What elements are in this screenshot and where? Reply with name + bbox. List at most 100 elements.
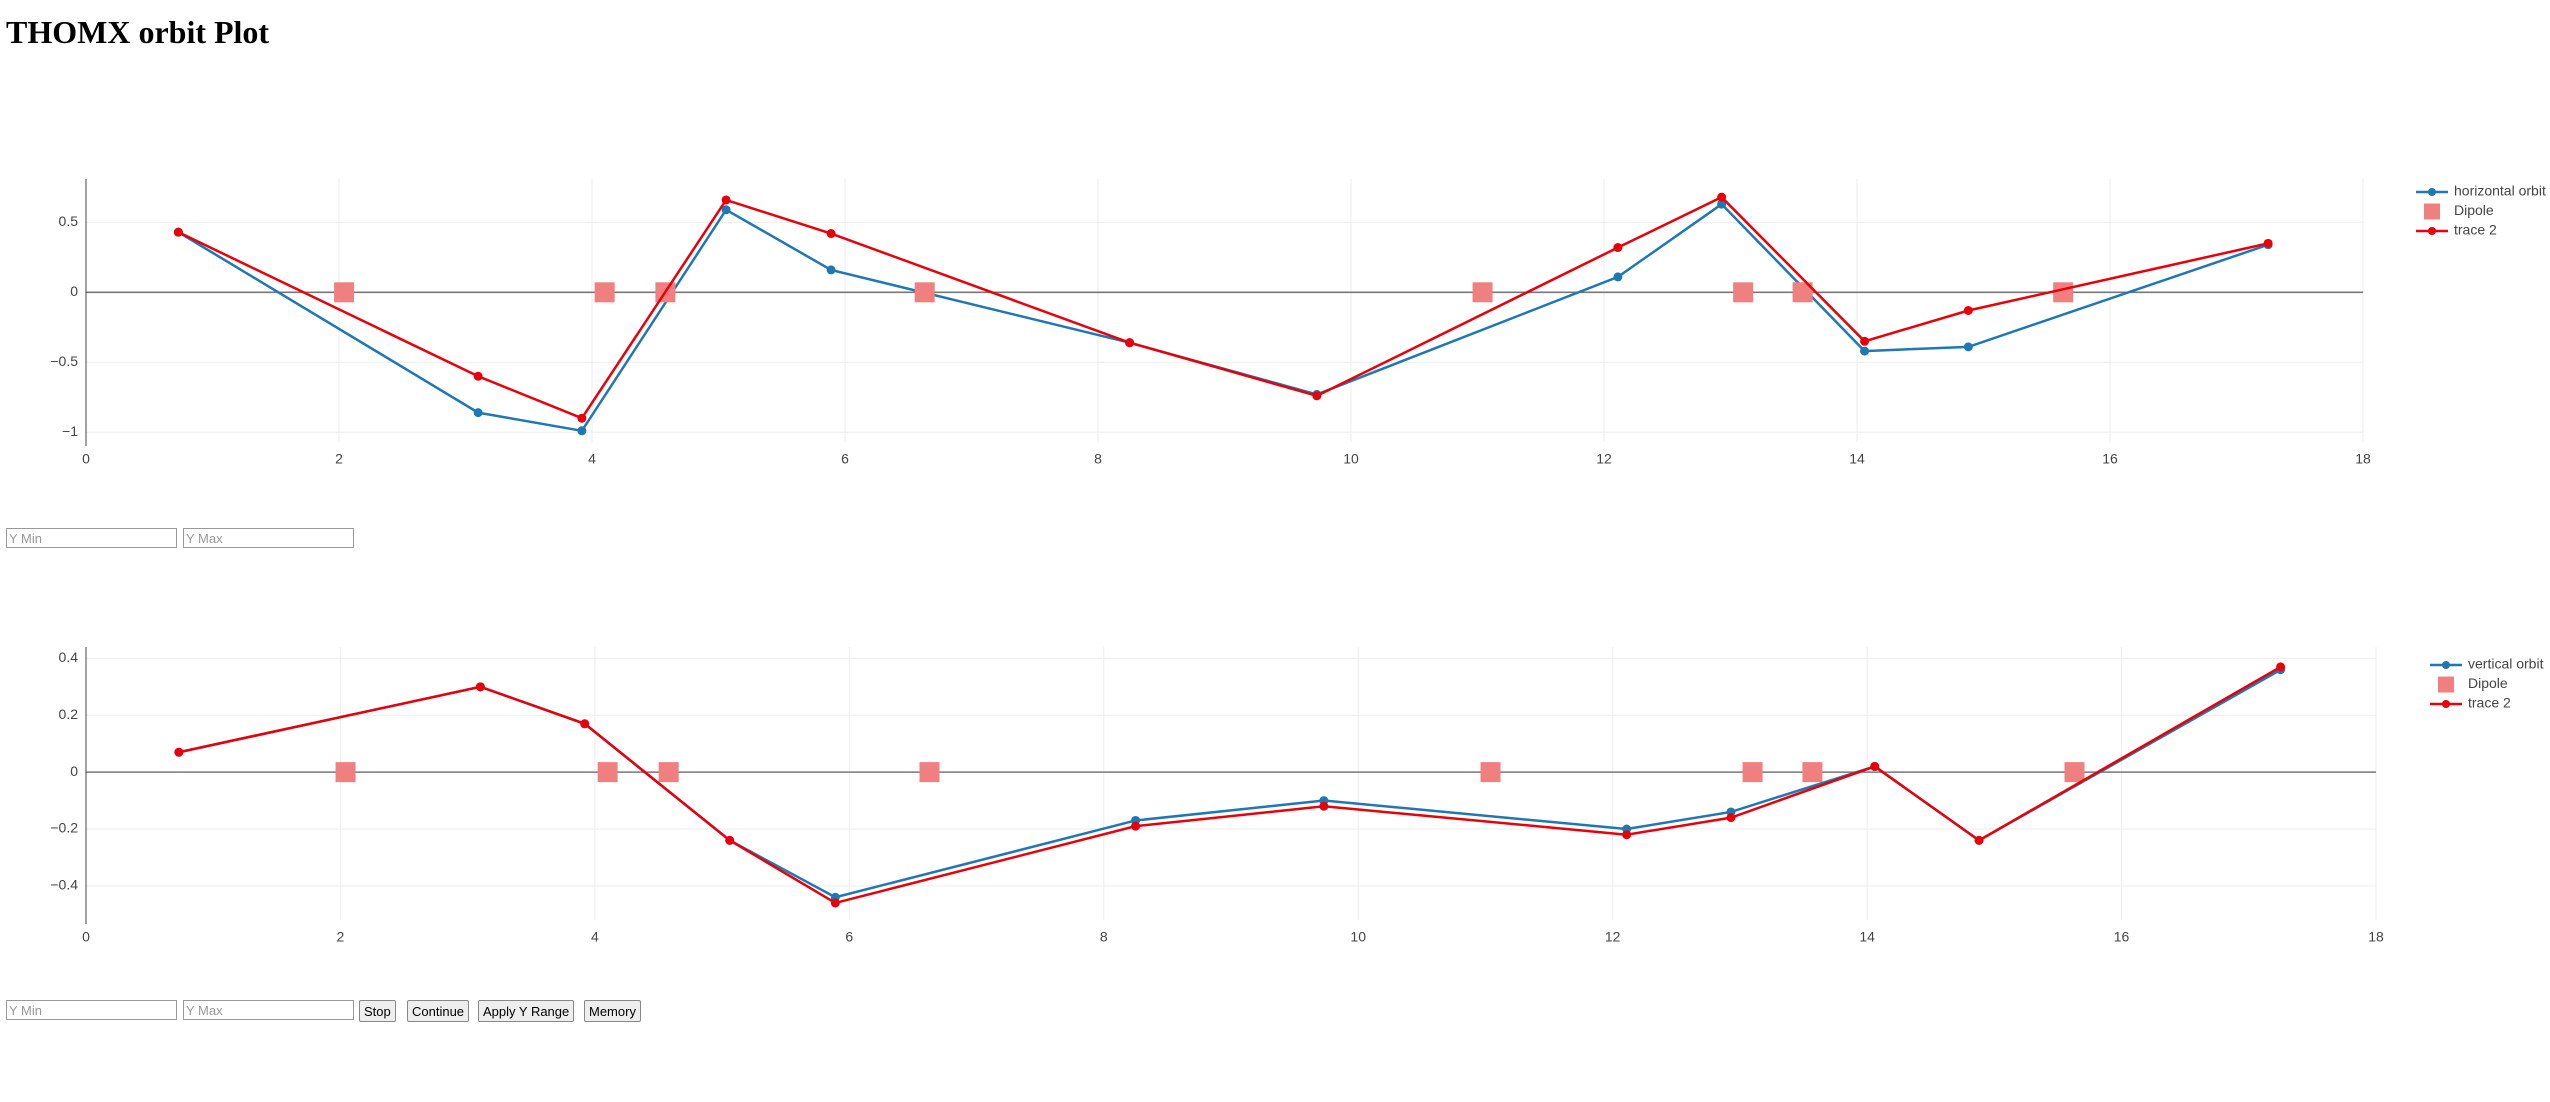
point bbox=[826, 265, 836, 275]
dipole-marker bbox=[335, 762, 356, 783]
point bbox=[1860, 336, 1870, 346]
point bbox=[577, 426, 587, 436]
point bbox=[475, 682, 485, 692]
y-tick-label: 0 bbox=[70, 283, 78, 299]
y-tick-label: −0.2 bbox=[50, 820, 78, 836]
point bbox=[1613, 272, 1623, 282]
y-tick-label: 0 bbox=[70, 763, 78, 779]
y-tick-label: −1 bbox=[62, 423, 78, 439]
dipole-marker bbox=[1742, 762, 1763, 783]
dipole-marker bbox=[1802, 762, 1823, 783]
series-line bbox=[177, 195, 2269, 420]
x-tick-label: 14 bbox=[1849, 451, 1865, 467]
continue-button[interactable]: Continue bbox=[407, 1000, 470, 1022]
point bbox=[1963, 306, 1973, 315]
x-tick-label: 6 bbox=[841, 451, 849, 467]
dipole-marker bbox=[594, 282, 615, 303]
point bbox=[725, 835, 735, 845]
x-tick-label: 18 bbox=[2355, 451, 2371, 467]
point bbox=[1312, 391, 1322, 401]
point bbox=[577, 413, 587, 423]
dipole-marker bbox=[1480, 762, 1501, 783]
x-tick-label: 2 bbox=[335, 451, 343, 467]
x-tick-label: 16 bbox=[2102, 451, 2118, 467]
point bbox=[1726, 813, 1736, 823]
y-tick-label: 0.2 bbox=[59, 706, 79, 722]
point bbox=[721, 205, 731, 215]
legend-label: trace 2 bbox=[2454, 222, 2497, 238]
x-tick-label: 0 bbox=[82, 451, 90, 467]
point bbox=[1125, 338, 1135, 348]
dipole-marker bbox=[2064, 762, 2085, 783]
legend-swatch bbox=[2428, 227, 2436, 235]
series-line bbox=[178, 668, 2282, 899]
dipole-marker bbox=[334, 282, 355, 303]
legend-swatch bbox=[2424, 203, 2440, 220]
stop-button[interactable]: Stop bbox=[359, 1000, 396, 1022]
x-tick-label: 6 bbox=[845, 929, 853, 945]
x-tick-label: 8 bbox=[1094, 451, 1102, 467]
point bbox=[826, 229, 836, 239]
legend-label: Dipole bbox=[2454, 202, 2494, 218]
legend-label: Dipole bbox=[2468, 675, 2508, 691]
x-tick-label: 8 bbox=[1100, 929, 1108, 945]
dipole-marker bbox=[658, 762, 679, 783]
x-tick-label: 0 bbox=[82, 929, 90, 945]
y-max-input[interactable] bbox=[183, 1000, 354, 1020]
legend-swatch bbox=[2438, 676, 2454, 693]
y-tick-label: −0.4 bbox=[50, 877, 78, 893]
x-tick-label: 4 bbox=[591, 929, 599, 945]
y-tick-label: −0.5 bbox=[50, 353, 78, 369]
legend-label: horizontal orbit bbox=[2454, 183, 2546, 199]
dipole-marker bbox=[914, 282, 935, 303]
y-min-input[interactable] bbox=[6, 1000, 177, 1020]
point bbox=[1622, 830, 1632, 840]
y-tick-label: 0.4 bbox=[59, 649, 79, 665]
legend-label: trace 2 bbox=[2468, 695, 2511, 711]
x-tick-label: 12 bbox=[1596, 451, 1612, 467]
point bbox=[1974, 835, 1984, 845]
legend-swatch bbox=[2442, 700, 2450, 708]
point bbox=[830, 898, 840, 908]
memory-button[interactable]: Memory bbox=[584, 1000, 641, 1022]
point bbox=[174, 747, 184, 757]
point bbox=[1963, 342, 1973, 352]
dipole-marker bbox=[597, 762, 618, 783]
point bbox=[1717, 199, 1727, 209]
legend-swatch bbox=[2428, 188, 2436, 196]
x-tick-label: 2 bbox=[337, 929, 345, 945]
legend-swatch bbox=[2442, 661, 2450, 669]
x-tick-label: 4 bbox=[588, 451, 596, 467]
dipole-marker bbox=[1792, 282, 1813, 303]
point bbox=[721, 195, 731, 205]
dipole-marker bbox=[1472, 282, 1493, 303]
dipole-marker bbox=[2053, 282, 2074, 303]
point bbox=[1870, 761, 1880, 771]
x-tick-label: 10 bbox=[1343, 451, 1359, 467]
page-title: THOMX orbit Plot bbox=[6, 14, 270, 50]
point bbox=[1860, 346, 1870, 356]
y-tick-label: 0.5 bbox=[59, 213, 79, 229]
x-tick-label: 18 bbox=[2368, 929, 2384, 945]
series-line bbox=[178, 665, 2282, 905]
point bbox=[2263, 238, 2273, 248]
point bbox=[1131, 821, 1141, 831]
point bbox=[1613, 243, 1623, 253]
x-tick-label: 16 bbox=[2114, 929, 2130, 945]
point bbox=[473, 408, 483, 418]
dipole-marker bbox=[919, 762, 940, 783]
y-max-input[interactable] bbox=[183, 528, 354, 548]
point bbox=[2276, 662, 2286, 672]
x-tick-label: 12 bbox=[1605, 929, 1621, 945]
apply-range-button[interactable]: Apply Y Range bbox=[478, 1000, 575, 1022]
dipole-marker bbox=[1733, 282, 1754, 303]
point bbox=[1717, 192, 1727, 202]
point bbox=[580, 719, 590, 729]
point bbox=[1319, 801, 1329, 811]
series-line bbox=[177, 202, 2269, 433]
x-tick-label: 10 bbox=[1350, 929, 1366, 945]
y-min-input[interactable] bbox=[6, 528, 177, 548]
point bbox=[473, 371, 483, 381]
